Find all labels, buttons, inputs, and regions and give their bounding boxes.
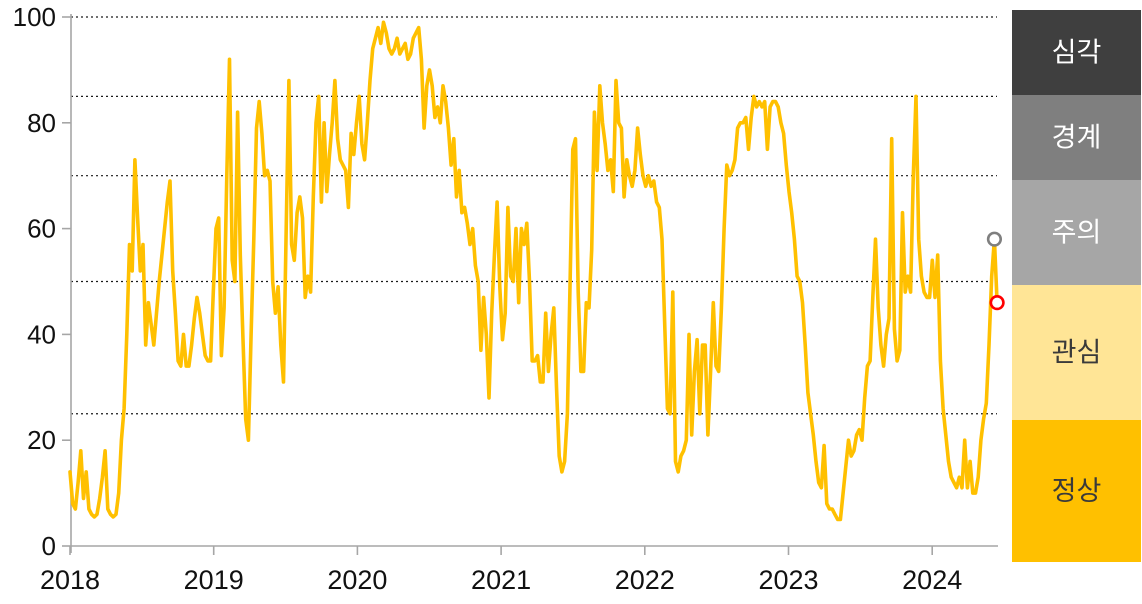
x-tick-label: 2024: [902, 565, 962, 595]
legend-label-alert: 경계: [1052, 123, 1102, 153]
x-tick-label: 2021: [471, 565, 531, 595]
legend-label-caution: 주의: [1052, 218, 1102, 248]
legend-band-attention: [1012, 285, 1141, 420]
legend-band-severe: [1012, 10, 1141, 95]
legend-band-normal: [1012, 420, 1141, 562]
last-point-marker: [989, 295, 1005, 311]
y-tick-label: 100: [13, 2, 56, 32]
x-tick-label: 2019: [184, 565, 244, 595]
y-tick-label: 0: [42, 531, 56, 561]
legend-band-caution: [1012, 180, 1141, 285]
y-tick-label: 60: [27, 214, 56, 244]
x-tick-label: 2022: [615, 565, 675, 595]
legend-label-normal: 정상: [1052, 476, 1102, 506]
x-tick-label: 2020: [327, 565, 387, 595]
y-tick-label: 80: [27, 108, 56, 138]
y-tick-label: 40: [27, 319, 56, 349]
legend-band-alert: [1012, 95, 1141, 180]
legend-label-severe: 심각: [1052, 38, 1102, 68]
x-tick-label: 2018: [40, 565, 100, 595]
legend-label-attention: 관심: [1052, 338, 1102, 368]
x-tick-label: 2023: [758, 565, 818, 595]
index-series-line: [68, 20, 999, 522]
second-last-point-marker: [986, 231, 1003, 247]
y-tick-label: 20: [27, 425, 56, 455]
